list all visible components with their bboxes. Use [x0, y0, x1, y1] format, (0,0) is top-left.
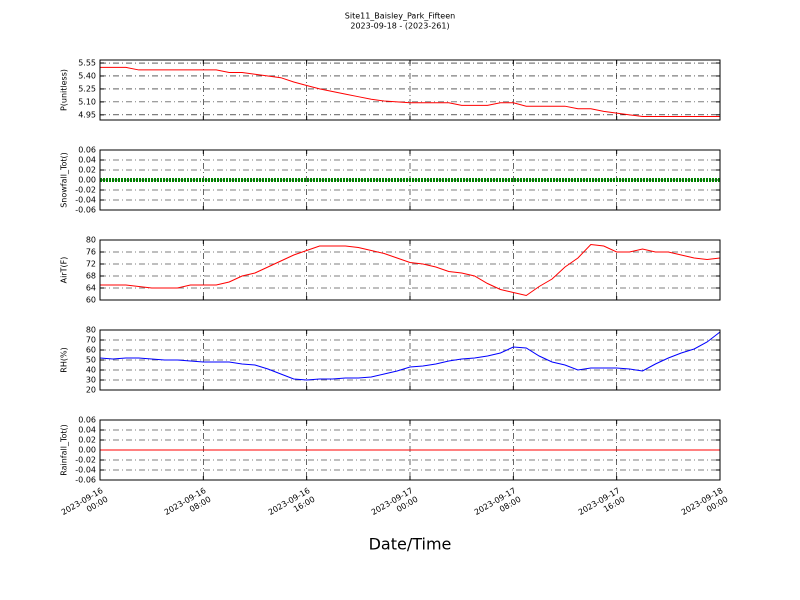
y-tick-label: 76 — [86, 248, 96, 257]
y-tick-label: 70 — [86, 336, 96, 345]
y-tick-label: 5.10 — [78, 97, 96, 106]
y-tick-label: 5.25 — [78, 84, 96, 93]
y-tick-label: 60 — [86, 346, 96, 355]
y-tick-label: 60 — [86, 296, 96, 305]
y-tick-label: 0.02 — [78, 166, 96, 175]
y-tick-label: 0.06 — [78, 146, 96, 155]
y-tick-label: 80 — [86, 236, 96, 245]
y-axis-label: P(unitless) — [60, 69, 69, 111]
y-axis-label: Snowfall_Tot() — [60, 152, 69, 208]
plot-frame — [99, 239, 721, 301]
y-tick-label: -0.02 — [75, 186, 96, 195]
y-axis-label: RH(%) — [60, 347, 69, 372]
y-tick-label: 20 — [86, 386, 96, 395]
x-axis-label: Date/Time — [369, 535, 452, 554]
chart-subtitle: 2023-09-18 - (2023-261) — [350, 22, 449, 31]
y-tick-label: 68 — [86, 272, 96, 281]
y-tick-label: 0.00 — [78, 446, 96, 455]
plot-frame — [99, 149, 721, 211]
y-tick-label: 40 — [86, 366, 96, 375]
y-tick-label: 0.04 — [78, 156, 96, 165]
y-tick-label: 80 — [86, 326, 96, 335]
y-tick-label: 0.06 — [78, 416, 96, 425]
data-line — [99, 331, 721, 381]
plot-frame — [99, 419, 721, 481]
y-tick-label: -0.02 — [75, 456, 96, 465]
y-tick-label: 0.00 — [78, 176, 96, 185]
y-tick-label: -0.04 — [75, 466, 96, 475]
y-tick-label: 30 — [86, 376, 96, 385]
y-tick-label: 5.55 — [78, 59, 96, 68]
y-tick-label: 4.95 — [78, 110, 96, 119]
plot-frame — [99, 329, 721, 391]
y-tick-label: -0.06 — [75, 476, 96, 485]
y-axis-label: AirT(F) — [60, 257, 69, 284]
y-tick-label: 0.04 — [78, 426, 96, 435]
data-line — [100, 243, 721, 297]
y-tick-label: 50 — [86, 356, 96, 365]
y-tick-label: 72 — [86, 260, 96, 269]
y-tick-label: 64 — [86, 284, 96, 293]
y-axis-label: Rainfall_Tot() — [60, 424, 69, 476]
plot-frame — [99, 59, 721, 121]
y-tick-label: -0.06 — [75, 206, 96, 215]
y-tick-label: 0.02 — [78, 436, 96, 445]
y-tick-label: -0.04 — [75, 196, 96, 205]
y-tick-label: 5.40 — [78, 71, 96, 80]
chart-title: Site11_Baisley_Park_Fifteen — [345, 12, 455, 21]
data-line — [100, 66, 720, 118]
